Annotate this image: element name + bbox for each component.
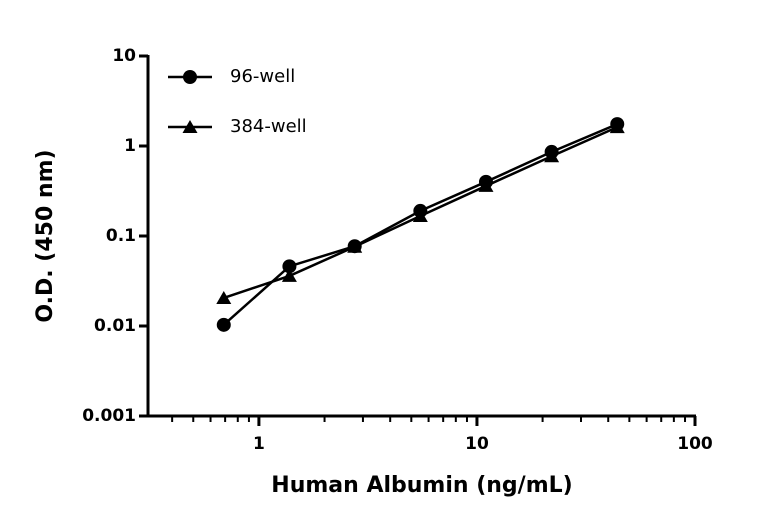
marker — [182, 120, 198, 133]
marker — [412, 208, 428, 222]
marker — [281, 268, 297, 282]
legend-label: 384-well — [230, 116, 307, 137]
marker — [347, 239, 363, 253]
y-tick-label: 0.01 — [94, 316, 136, 336]
y-tick-label: 0.1 — [106, 226, 136, 246]
y-tick-label: 10 — [112, 46, 136, 66]
marker — [609, 120, 625, 134]
x-axis-label: Human Albumin (ng/mL) — [271, 473, 572, 498]
x-tick-label: 100 — [677, 434, 713, 454]
y-tick-label: 1 — [124, 136, 136, 156]
marker — [478, 178, 494, 192]
y-axis-label: O.D. (450 nm) — [33, 149, 58, 322]
marker — [544, 149, 560, 163]
legend-label: 96-well — [230, 66, 295, 87]
marker — [183, 70, 197, 84]
marker — [216, 290, 232, 304]
marker — [216, 317, 231, 332]
x-tick-label: 1 — [253, 434, 265, 454]
y-tick-label: 0.001 — [82, 406, 136, 426]
marker — [282, 259, 297, 274]
x-tick-label: 10 — [465, 434, 489, 454]
